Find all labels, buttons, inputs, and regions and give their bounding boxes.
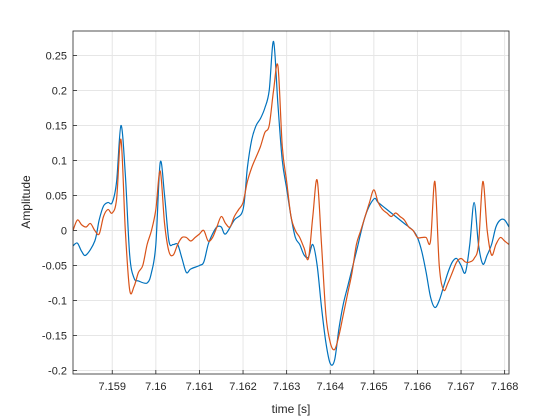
x-tick-label: 7.168 — [491, 381, 519, 393]
y-tick-label: 0.1 — [52, 156, 67, 168]
x-tick-label: 7.166 — [404, 381, 432, 393]
y-tick-label: 0.15 — [46, 121, 67, 133]
x-tick-label: 7.163 — [273, 381, 301, 393]
gridlines — [73, 31, 509, 374]
y-tick-label: -0.1 — [48, 296, 67, 308]
series-line-1 — [73, 40, 509, 366]
x-tick-label: 7.165 — [360, 381, 388, 393]
y-axis-label: Amplitude — [19, 175, 33, 229]
y-tick-label: 0.05 — [46, 191, 67, 203]
plot-background — [73, 31, 509, 374]
y-tick-label: 0.25 — [46, 51, 67, 63]
y-tick-label: -0.2 — [48, 366, 67, 378]
y-tick-label: -0.15 — [42, 331, 67, 343]
x-tick-label: 7.16 — [145, 381, 166, 393]
series-group — [73, 40, 509, 366]
y-tick-label: -0.05 — [42, 261, 67, 273]
series-line-2 — [73, 63, 509, 351]
y-tick-label: 0 — [61, 226, 67, 238]
x-tick-label: 7.162 — [229, 381, 257, 393]
y-tick-label: 0.2 — [52, 86, 67, 98]
tick-group: 7.159 7.16 7.161 7.162 7.163 7.164 7.165 7.166 7… — [42, 51, 518, 394]
x-tick-label: 7.167 — [447, 381, 475, 393]
x-axis-label: time [s] — [272, 402, 311, 416]
x-tick-label: 7.161 — [186, 381, 214, 393]
x-tick-label: 7.164 — [316, 381, 344, 393]
x-tick-label: 7.159 — [98, 381, 126, 393]
plot-frame — [72, 30, 510, 375]
